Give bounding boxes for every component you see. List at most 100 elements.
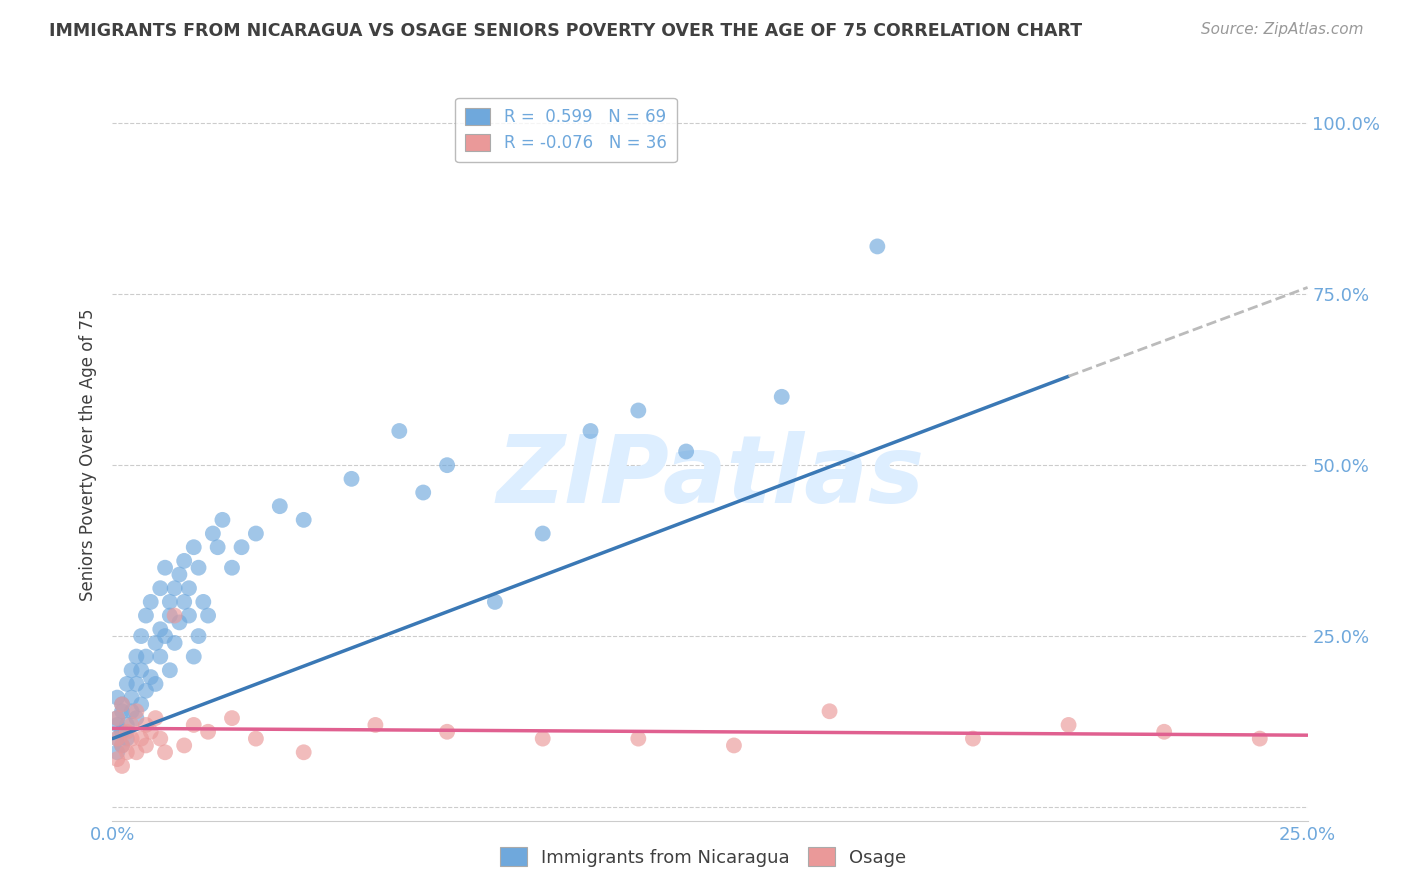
Point — [105, 731, 128, 746]
Point — [129, 629, 152, 643]
Point — [177, 608, 200, 623]
Text: ZIPatlas: ZIPatlas — [496, 431, 924, 523]
Point — [211, 513, 233, 527]
Point — [125, 704, 148, 718]
Point — [125, 677, 148, 691]
Point — [193, 595, 215, 609]
Point — [1249, 731, 1271, 746]
Point — [221, 560, 243, 574]
Point — [115, 745, 138, 759]
Point — [579, 424, 602, 438]
Point — [105, 752, 128, 766]
Point — [183, 718, 205, 732]
Point — [121, 704, 143, 718]
Point — [292, 513, 315, 527]
Point — [149, 649, 172, 664]
Point — [111, 704, 134, 718]
Point — [115, 718, 138, 732]
Point — [139, 724, 162, 739]
Point — [770, 390, 793, 404]
Point — [269, 499, 291, 513]
Point — [121, 718, 143, 732]
Point — [129, 663, 152, 677]
Point — [115, 724, 138, 739]
Point — [173, 595, 195, 609]
Point — [818, 704, 841, 718]
Legend: R =  0.599   N = 69, R = -0.076   N = 36: R = 0.599 N = 69, R = -0.076 N = 36 — [456, 97, 676, 162]
Point — [105, 745, 128, 759]
Point — [105, 711, 128, 725]
Point — [292, 745, 315, 759]
Point — [1153, 724, 1175, 739]
Point — [187, 629, 209, 643]
Point — [153, 745, 176, 759]
Point — [149, 731, 172, 746]
Legend: Immigrants from Nicaragua, Osage: Immigrants from Nicaragua, Osage — [492, 840, 914, 874]
Point — [245, 526, 267, 541]
Point — [125, 745, 148, 759]
Point — [159, 663, 181, 677]
Point — [145, 636, 167, 650]
Point — [111, 739, 134, 753]
Point — [159, 595, 181, 609]
Point — [135, 683, 157, 698]
Point — [531, 526, 554, 541]
Point — [135, 608, 157, 623]
Point — [364, 718, 387, 732]
Point — [340, 472, 363, 486]
Point — [135, 718, 157, 732]
Point — [173, 739, 195, 753]
Point — [866, 239, 889, 253]
Point — [531, 731, 554, 746]
Point — [111, 739, 134, 753]
Point — [962, 731, 984, 746]
Point — [221, 711, 243, 725]
Point — [201, 526, 224, 541]
Point — [121, 690, 143, 705]
Point — [111, 698, 134, 712]
Point — [105, 690, 128, 705]
Point — [129, 731, 152, 746]
Point — [207, 540, 229, 554]
Point — [436, 724, 458, 739]
Point — [436, 458, 458, 472]
Point — [627, 403, 650, 417]
Point — [187, 560, 209, 574]
Point — [169, 567, 191, 582]
Point — [111, 759, 134, 773]
Point — [675, 444, 697, 458]
Text: Source: ZipAtlas.com: Source: ZipAtlas.com — [1201, 22, 1364, 37]
Point — [163, 581, 186, 595]
Point — [183, 649, 205, 664]
Point — [412, 485, 434, 500]
Point — [105, 718, 128, 732]
Point — [111, 698, 134, 712]
Point — [105, 731, 128, 746]
Point — [149, 622, 172, 636]
Point — [125, 711, 148, 725]
Point — [627, 731, 650, 746]
Point — [197, 724, 219, 739]
Text: IMMIGRANTS FROM NICARAGUA VS OSAGE SENIORS POVERTY OVER THE AGE OF 75 CORRELATIO: IMMIGRANTS FROM NICARAGUA VS OSAGE SENIO… — [49, 22, 1083, 40]
Point — [153, 560, 176, 574]
Point — [153, 629, 176, 643]
Point — [231, 540, 253, 554]
Point — [163, 636, 186, 650]
Point — [723, 739, 745, 753]
Point — [169, 615, 191, 630]
Point — [163, 608, 186, 623]
Point — [121, 731, 143, 746]
Point — [135, 649, 157, 664]
Point — [173, 554, 195, 568]
Point — [111, 724, 134, 739]
Point — [139, 670, 162, 684]
Point — [388, 424, 411, 438]
Point — [139, 595, 162, 609]
Point — [245, 731, 267, 746]
Point — [129, 698, 152, 712]
Point — [145, 677, 167, 691]
Point — [121, 663, 143, 677]
Point — [1057, 718, 1080, 732]
Point — [159, 608, 181, 623]
Point — [177, 581, 200, 595]
